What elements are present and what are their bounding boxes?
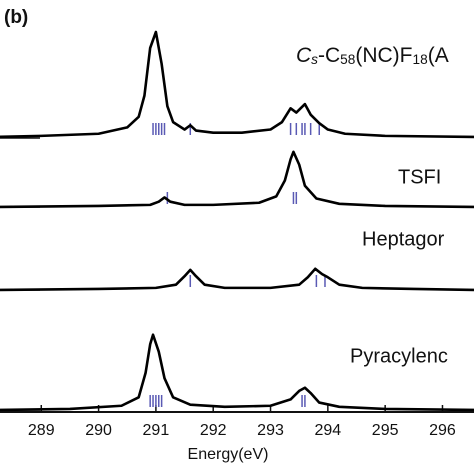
series-label: Heptagor — [362, 228, 445, 250]
spectrum-line — [0, 30, 474, 139]
series-label: TSFI — [398, 166, 441, 188]
series-label-part: (NC)F — [355, 44, 412, 67]
x-tick-label: 296 — [429, 422, 456, 439]
spectrum-line — [0, 267, 474, 292]
series-label-part: 18 — [413, 52, 428, 67]
series-label: Pyracylenc — [350, 345, 448, 367]
x-tick-label: 291 — [143, 422, 170, 439]
spectrum-line — [0, 333, 474, 412]
spectrum-line — [0, 150, 474, 209]
x-tick-label: 290 — [85, 422, 112, 439]
x-tick-label: 293 — [257, 422, 284, 439]
x-tick-label: 295 — [372, 422, 399, 439]
x-tick-label: 289 — [28, 422, 55, 439]
panel-label: (b) — [4, 7, 28, 28]
series-label-part: (A — [428, 44, 449, 67]
x-tick-label: 292 — [200, 422, 227, 439]
x-tick-label: 294 — [314, 422, 341, 439]
series-label: Cs-C58(NC)F18(A — [296, 44, 449, 67]
series-label-part: s — [311, 52, 318, 67]
x-axis-label: Energy(eV) — [188, 446, 269, 463]
series-label-part: -C — [318, 44, 340, 67]
series-label-part: C — [296, 44, 312, 67]
series-label-part: 58 — [340, 52, 355, 67]
